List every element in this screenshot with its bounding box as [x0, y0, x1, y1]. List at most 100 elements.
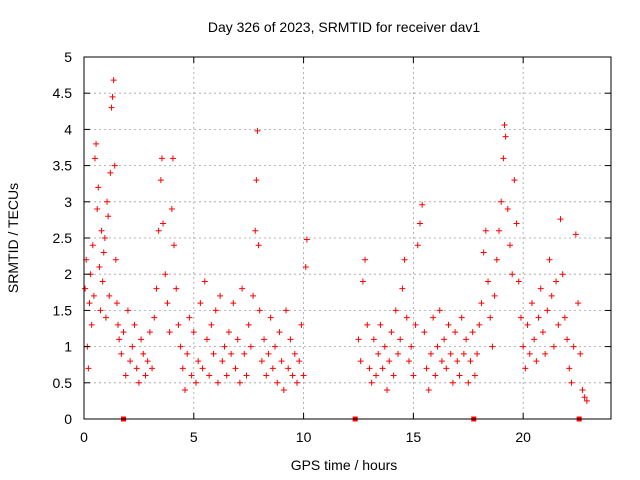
data-point [85, 365, 92, 372]
data-point [553, 278, 560, 285]
data-point [129, 343, 136, 350]
data-point [99, 278, 106, 285]
data-point [158, 155, 165, 162]
data-point [86, 300, 93, 307]
data-point [517, 314, 524, 321]
data-point [502, 133, 509, 140]
data-point [206, 372, 213, 379]
data-point [112, 256, 119, 263]
x-axis-label: GPS time / hours [291, 457, 398, 473]
data-point [465, 379, 472, 386]
data-point [151, 314, 158, 321]
data-point [95, 184, 102, 191]
data-point [493, 256, 500, 263]
data-point [300, 372, 307, 379]
data-point [120, 329, 127, 336]
y-tick-label: 4 [64, 121, 72, 137]
x-tick-label: 20 [515, 429, 531, 445]
data-point [155, 227, 162, 234]
data-point [471, 372, 478, 379]
data-point [501, 122, 508, 129]
data-point [269, 365, 276, 372]
data-point [280, 387, 287, 394]
y-tick-label: 1 [64, 339, 72, 355]
data-point [289, 372, 296, 379]
data-point [122, 372, 129, 379]
data-point [583, 397, 590, 404]
data-point [366, 365, 373, 372]
data-point [217, 292, 224, 299]
data-point [296, 358, 303, 365]
data-point [303, 236, 310, 243]
y-tick-labels: 0 0.5 1 1.5 2 2.5 3 3.5 4 4.5 5 [53, 49, 73, 427]
data-point [544, 307, 551, 314]
data-point [458, 314, 465, 321]
data-point [106, 292, 113, 299]
data-point [101, 235, 108, 241]
data-point [186, 314, 193, 321]
data-point [476, 321, 483, 328]
data-point [131, 321, 138, 328]
data-point [438, 358, 445, 365]
data-point [506, 242, 513, 249]
data-point [550, 343, 557, 350]
data-point [498, 198, 505, 205]
data-point [425, 387, 432, 394]
data-point [386, 358, 393, 365]
data-point [219, 358, 226, 365]
data-point [146, 329, 153, 336]
data-point [90, 292, 97, 299]
data-point [285, 365, 292, 372]
data-point [480, 249, 487, 256]
data-point [509, 271, 516, 278]
data-point [537, 285, 544, 292]
data-point [364, 321, 371, 328]
data-point [175, 321, 182, 328]
data-point [102, 314, 109, 321]
data-point [520, 343, 527, 350]
data-point [199, 365, 206, 372]
data-point [124, 307, 131, 314]
data-point [566, 365, 573, 372]
data-point [267, 314, 274, 321]
data-point [564, 336, 571, 343]
data-point [182, 387, 189, 394]
data-point [397, 336, 404, 343]
data-point [504, 206, 511, 213]
data-point [210, 350, 217, 357]
data-point [375, 350, 382, 357]
data-point [138, 336, 145, 343]
data-point [572, 231, 579, 238]
data-point [581, 394, 588, 401]
data-point [82, 285, 89, 292]
data-point [265, 350, 272, 357]
data-point [171, 242, 178, 249]
data-point [96, 263, 103, 270]
data-point [489, 343, 496, 350]
x-tick-label: 10 [296, 429, 312, 445]
data-point [579, 387, 586, 394]
data-point [254, 127, 261, 134]
data-points [82, 77, 590, 422]
data-point [370, 336, 377, 343]
data-point [197, 300, 204, 307]
data-point [403, 314, 410, 321]
data-point [467, 358, 474, 365]
data-point [515, 278, 522, 285]
data-point [118, 350, 125, 357]
data-point [157, 177, 164, 184]
data-point [261, 336, 268, 343]
x-tick-labels: 0 5 10 15 20 [80, 429, 531, 445]
data-point [434, 343, 441, 350]
data-point [144, 358, 151, 365]
data-point [395, 350, 402, 357]
data-point [436, 307, 443, 314]
data-point [250, 292, 257, 299]
data-point [546, 256, 553, 263]
data-point [368, 379, 375, 386]
data-point [557, 216, 564, 223]
data-point [469, 329, 476, 336]
y-tick-label: 1.5 [53, 302, 73, 318]
data-point [298, 321, 305, 328]
data-point [109, 93, 116, 100]
